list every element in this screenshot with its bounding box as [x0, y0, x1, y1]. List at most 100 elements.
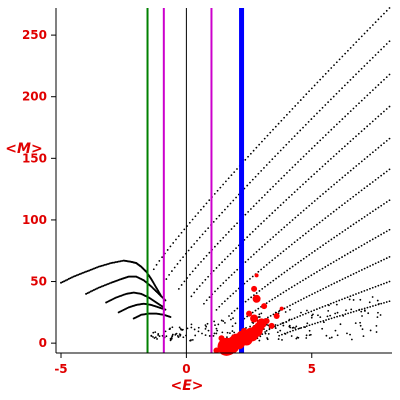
dotted-point — [276, 206, 279, 209]
dotted-point — [374, 149, 377, 151]
cloud-point — [190, 323, 193, 326]
dotted-point — [304, 312, 307, 315]
dotted-point — [380, 204, 383, 207]
dotted-point — [369, 287, 371, 290]
dotted-point — [352, 249, 355, 252]
dotted-point — [371, 238, 374, 241]
cloud-point — [336, 334, 339, 337]
cloud-point — [207, 329, 210, 332]
dotted-point — [249, 277, 251, 280]
dotted-point — [232, 292, 235, 295]
curve-point — [102, 264, 105, 267]
cloud-point — [367, 312, 370, 315]
y-tick-label: 200 — [22, 90, 47, 104]
dotted-point — [357, 292, 360, 294]
dotted-point — [247, 210, 250, 213]
dotted-point — [360, 99, 363, 102]
dotted-point — [197, 212, 200, 214]
curve-point — [96, 287, 99, 290]
dotted-point — [226, 255, 229, 258]
curve-point — [80, 272, 83, 275]
dotted-point — [250, 208, 252, 210]
dotted-point — [272, 313, 275, 316]
axes — [55, 8, 392, 354]
dotted-point — [321, 106, 324, 109]
cloud-point — [304, 326, 306, 329]
cloud-point — [204, 324, 207, 326]
dotted-point — [177, 288, 180, 290]
y-axis-title: <M> — [5, 141, 42, 157]
cloud-point — [285, 321, 288, 323]
dotted-point — [230, 312, 233, 315]
dotted-point — [327, 160, 330, 163]
dotted-point — [277, 122, 280, 125]
dotted-point — [336, 315, 338, 318]
dotted-point — [344, 115, 347, 118]
dotted-point — [369, 240, 371, 242]
curve-point — [66, 278, 69, 281]
dotted-point — [266, 191, 269, 194]
dotted-point — [265, 164, 268, 166]
dotted-point — [371, 89, 374, 92]
cloud-point — [264, 331, 266, 333]
dotted-point — [297, 161, 299, 163]
dotted-point — [230, 174, 233, 177]
cloud-point — [231, 325, 234, 328]
dotted-point — [380, 283, 383, 286]
dotted-point — [310, 175, 313, 178]
dotted-point — [180, 284, 183, 286]
dotted-point — [222, 282, 225, 284]
curve-point — [89, 290, 92, 293]
dotted-point — [371, 210, 374, 213]
dotted-point — [275, 277, 277, 280]
dotted-point — [327, 240, 330, 243]
dotted-point — [271, 298, 274, 301]
dotted-point — [374, 262, 377, 265]
dotted-point — [228, 315, 230, 317]
dotted-point — [355, 271, 358, 274]
dotted-point — [355, 310, 358, 312]
red-point — [236, 330, 247, 341]
dotted-point — [285, 248, 288, 250]
dotted-point — [341, 230, 344, 233]
dotted-point — [383, 142, 385, 145]
dotted-point — [363, 289, 366, 292]
red-point — [251, 285, 258, 292]
dotted-point — [244, 158, 247, 161]
cloud-point — [294, 327, 297, 329]
dotted-point — [307, 276, 310, 278]
dotted-point — [349, 140, 352, 143]
cloud-point — [217, 323, 220, 326]
cloud-point — [379, 314, 382, 316]
dotted-point — [244, 300, 247, 303]
dotted-point — [294, 263, 297, 266]
red-point — [268, 322, 275, 329]
cloud-point — [156, 338, 158, 340]
dotted-point — [191, 270, 194, 273]
dotted-point — [279, 252, 282, 255]
dotted-point — [369, 212, 372, 215]
dotted-point — [374, 236, 377, 239]
dotted-point — [313, 250, 316, 252]
dotted-point — [332, 210, 335, 213]
cloud-point — [182, 336, 185, 339]
cloud-point — [165, 335, 168, 338]
dotted-point — [307, 121, 310, 123]
dotted-point — [355, 41, 358, 44]
dotted-point — [385, 76, 388, 79]
cloud-point — [232, 317, 234, 319]
dotted-point — [289, 330, 292, 333]
cloud-point — [306, 322, 309, 325]
dotted-point — [274, 125, 277, 128]
dotted-point — [385, 9, 388, 12]
dotted-point — [158, 260, 161, 262]
curve-point — [100, 285, 103, 288]
dotted-point — [305, 296, 308, 298]
dotted-point — [294, 216, 297, 219]
dotted-point — [291, 265, 294, 268]
dotted-point — [285, 289, 288, 292]
dotted-point — [374, 285, 377, 288]
dotted-point — [219, 186, 222, 189]
dotted-point — [355, 193, 357, 196]
dotted-point — [279, 293, 282, 296]
